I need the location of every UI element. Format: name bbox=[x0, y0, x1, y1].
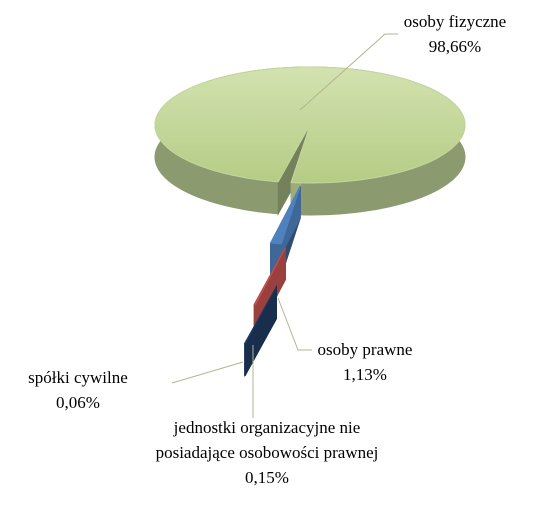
leader-line bbox=[299, 33, 398, 111]
value-label: 0,15% bbox=[245, 468, 289, 487]
data-label: osoby prawne 1,13% bbox=[245, 337, 485, 387]
slice bbox=[154, 66, 466, 184]
slice bbox=[269, 185, 301, 245]
data-label: osoby fizyczne 98,66% bbox=[335, 9, 537, 59]
leader-lines bbox=[171, 33, 398, 418]
value-label: 0,06% bbox=[56, 393, 100, 412]
category-label: spółki cywilne bbox=[28, 368, 128, 387]
leader-line bbox=[171, 361, 244, 384]
category-label: osoby fizyczne bbox=[403, 12, 507, 31]
data-label: spółki cywilne 0,06% bbox=[0, 365, 198, 415]
slice bbox=[243, 286, 277, 344]
value-label: 1,13% bbox=[343, 365, 387, 384]
pie bbox=[154, 66, 466, 378]
category-label: jednostki organizacyjne nie posiadające … bbox=[155, 418, 379, 462]
leader-line bbox=[277, 297, 312, 351]
data-label: jednostki organizacyjne nie posiadające … bbox=[147, 415, 387, 490]
slice bbox=[253, 247, 286, 306]
value-label: 98,66% bbox=[428, 37, 482, 56]
category-label: osoby prawne bbox=[317, 340, 413, 359]
